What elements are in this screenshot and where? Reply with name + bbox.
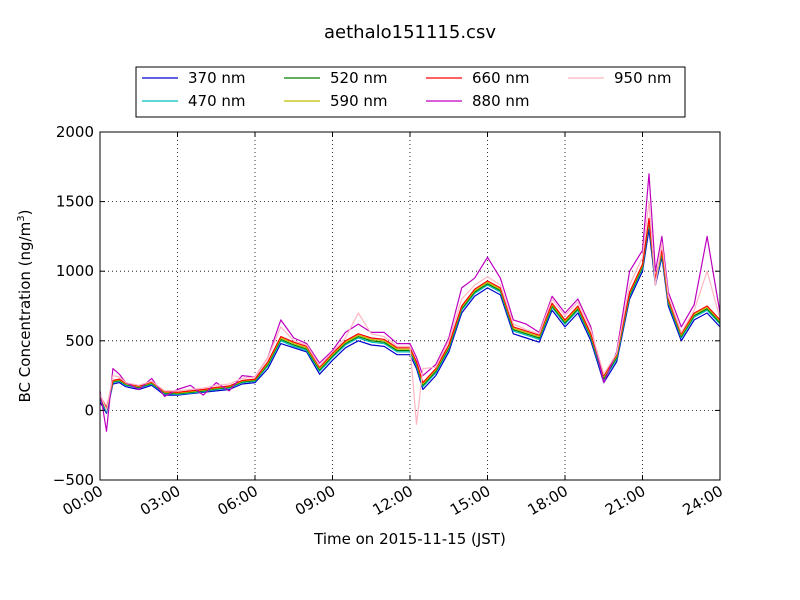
- legend-entry: 660 nm: [426, 69, 530, 87]
- legend-entry: 470 nm: [142, 92, 246, 110]
- legend-entry: 520 nm: [284, 69, 388, 87]
- legend-label: 370 nm: [188, 69, 246, 87]
- legend-label: 660 nm: [472, 69, 530, 87]
- y-tick-label: 1500: [56, 193, 94, 211]
- grid: [100, 132, 720, 480]
- y-tick-label: 2000: [56, 123, 94, 141]
- legend-entry: 590 nm: [284, 92, 388, 110]
- y-axis-label-close: ): [16, 210, 34, 216]
- legend-entry: 950 nm: [568, 69, 672, 87]
- legend-label: 880 nm: [472, 92, 530, 110]
- series-lines: [100, 173, 720, 432]
- series-line-880-nm: [100, 173, 720, 432]
- legend: 370 nm 470 nm 520 nm 590 nm 660 nm 880 nm 950 …: [135, 66, 686, 118]
- series-line-950-nm: [100, 201, 720, 425]
- series-line-660-nm: [100, 217, 720, 409]
- y-axis-tick-labels: −500 0 500 1000 1500 2000: [53, 123, 94, 489]
- legend-entry: 370 nm: [142, 69, 246, 87]
- axis-ticks: [99, 131, 721, 481]
- plot-background: [100, 132, 720, 480]
- y-tick-label: 500: [65, 332, 94, 350]
- plot-area: [99, 131, 721, 481]
- y-axis-label-main: BC Concentration (ng/m: [16, 222, 34, 403]
- x-axis-label: Time on 2015-11-15 (JST): [313, 530, 506, 548]
- legend-box: [135, 66, 686, 118]
- y-tick-label: 1000: [56, 262, 94, 280]
- y-axis-label-superscript: 3: [16, 215, 27, 221]
- legend-label: 470 nm: [188, 92, 246, 110]
- y-axis-label: BC Concentration (ng/m3): [16, 210, 34, 403]
- legend-entries: 370 nm 470 nm 520 nm 590 nm 660 nm 880 nm 950 …: [142, 69, 672, 110]
- series-line-370-nm: [100, 228, 720, 414]
- chart-title: aethalo151115.csv: [324, 22, 496, 43]
- legend-label: 520 nm: [330, 69, 388, 87]
- legend-label: 590 nm: [330, 92, 388, 110]
- legend-label: 950 nm: [614, 69, 672, 87]
- legend-entry: 880 nm: [426, 92, 530, 110]
- y-tick-label: 0: [84, 401, 94, 419]
- y-tick-label: −500: [53, 471, 94, 489]
